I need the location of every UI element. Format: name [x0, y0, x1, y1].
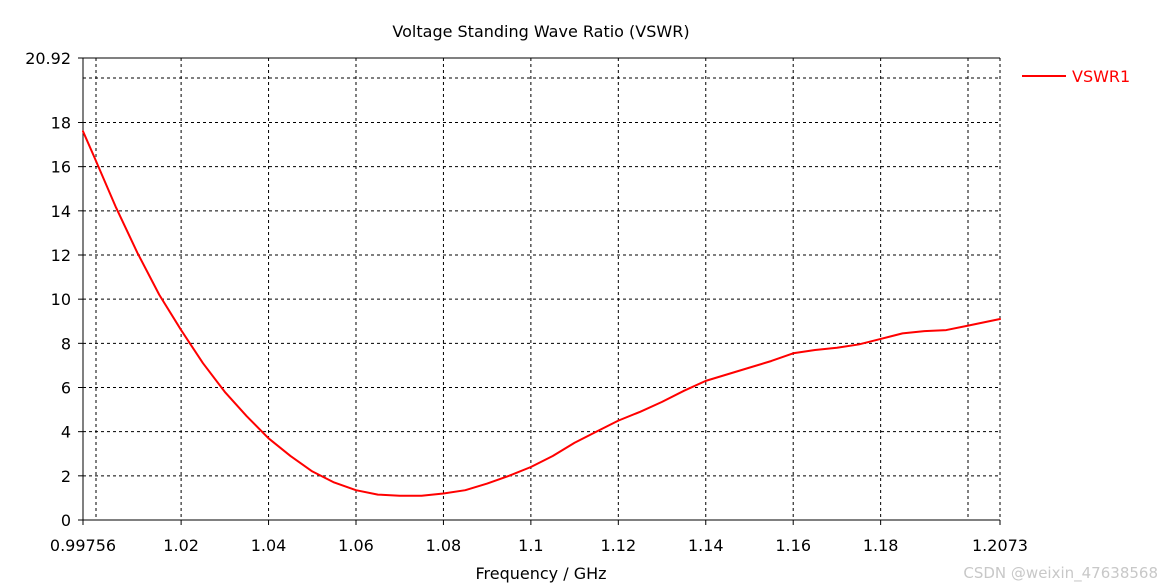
tick-labels: 0.99756 1.02 1.04 1.06 1.08 1.1 1.12 1.14 1.16 1.… — [25, 49, 1028, 555]
x-tick-label: 0.99756 — [50, 536, 116, 555]
x-tick-label: 1.1 — [518, 536, 543, 555]
y-tick-label: 20.92 — [25, 49, 71, 68]
x-tick-label: 1.12 — [601, 536, 637, 555]
chart-title: Voltage Standing Wave Ratio (VSWR) — [392, 22, 689, 41]
x-tick-label: 1.02 — [163, 536, 199, 555]
y-tick-label: 2 — [61, 467, 71, 486]
y-tick-label: 6 — [61, 378, 71, 397]
x-tick-label: 1.08 — [426, 536, 462, 555]
watermark: CSDN @weixin_47638568 — [963, 564, 1158, 582]
y-tick-label: 14 — [51, 202, 71, 221]
x-tick-label: 1.18 — [863, 536, 899, 555]
series-line-vswr1 — [82, 130, 1001, 497]
x-tick-label: 1.04 — [251, 536, 287, 555]
x-tick-label: 1.14 — [688, 536, 724, 555]
y-tick-label: 8 — [61, 334, 71, 353]
legend-label-vswr1: VSWR1 — [1072, 67, 1130, 86]
grid-lines — [83, 58, 1000, 520]
y-tick-label: 10 — [51, 290, 71, 309]
y-tick-label: 12 — [51, 246, 71, 265]
legend[interactable]: VSWR1 — [1022, 67, 1130, 86]
y-tick-label: 18 — [51, 113, 71, 132]
x-tick-label: 1.16 — [775, 536, 811, 555]
y-tick-label: 4 — [61, 423, 71, 442]
y-tick-label: 16 — [51, 158, 71, 177]
x-tick-label: 1.2073 — [972, 536, 1028, 555]
axes — [78, 57, 1001, 525]
series-lines — [82, 130, 1001, 497]
x-axis-label: Frequency / GHz — [475, 564, 606, 583]
y-tick-label: 0 — [61, 511, 71, 530]
x-tick-label: 1.06 — [338, 536, 374, 555]
